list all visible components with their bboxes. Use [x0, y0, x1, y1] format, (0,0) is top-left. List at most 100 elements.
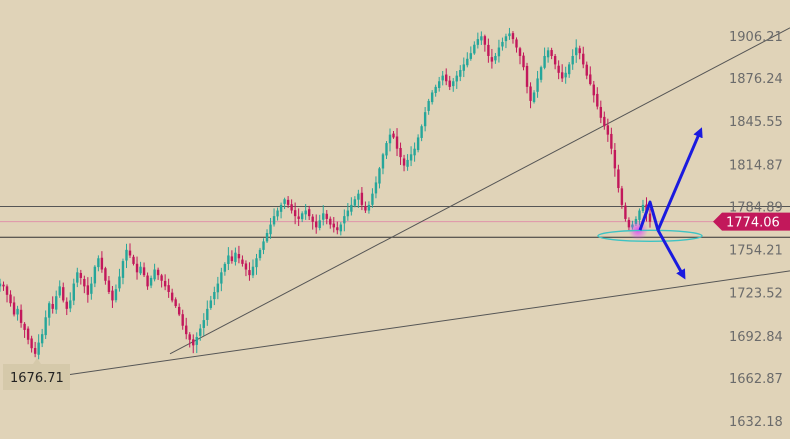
- candle: [437, 76, 441, 92]
- candle: [599, 100, 603, 124]
- candle: [125, 243, 128, 269]
- candle: [511, 31, 515, 44]
- candle: [30, 335, 33, 353]
- candle: [241, 255, 244, 267]
- candle: [430, 90, 434, 105]
- candle: [322, 205, 325, 226]
- candle: [473, 41, 476, 55]
- candle: [72, 278, 75, 306]
- candle: [139, 261, 142, 276]
- candle: [462, 57, 465, 78]
- current-price-label: 1774.06: [726, 216, 780, 231]
- candle: [149, 275, 153, 289]
- candle: [575, 39, 578, 63]
- candle: [58, 280, 61, 298]
- candle: [508, 27, 511, 40]
- candle: [216, 276, 220, 300]
- candle: [209, 295, 213, 310]
- candle: [167, 278, 170, 298]
- candle: [100, 251, 104, 273]
- candle: [434, 84, 437, 97]
- candle: [142, 262, 146, 277]
- candle: [128, 243, 132, 259]
- lower-trendline: [37, 270, 790, 380]
- candle: [237, 245, 241, 264]
- candle: [564, 66, 567, 84]
- candle: [132, 254, 135, 266]
- candle: [641, 199, 645, 213]
- candle: [202, 313, 205, 336]
- candle: [518, 46, 522, 65]
- candle: [445, 68, 448, 86]
- candle: [585, 61, 588, 80]
- candle: [539, 65, 543, 83]
- y-tick-label: 1814.87: [729, 158, 783, 173]
- candle: [170, 288, 174, 303]
- y-tick-label: 1876.24: [729, 72, 783, 87]
- candle: [567, 62, 571, 78]
- candle: [234, 247, 237, 266]
- candle: [181, 309, 184, 330]
- candle: [357, 189, 360, 208]
- candle: [272, 208, 276, 227]
- candle: [550, 47, 553, 60]
- candle: [206, 300, 209, 326]
- candle: [251, 259, 255, 279]
- candle: [469, 46, 473, 61]
- candle: [409, 146, 413, 167]
- candle: [578, 45, 581, 60]
- candle: [532, 90, 536, 104]
- candle: [336, 221, 339, 235]
- candle: [325, 210, 328, 225]
- candle: [504, 33, 508, 49]
- candle: [83, 275, 86, 294]
- candle: [163, 274, 167, 291]
- candle: [16, 305, 19, 321]
- candle: [315, 214, 318, 234]
- candle: [592, 80, 595, 103]
- candle: [494, 52, 497, 64]
- candle: [33, 341, 37, 358]
- candle: [300, 211, 304, 223]
- candle: [371, 188, 374, 208]
- y-tick-label: 1662.87: [729, 372, 783, 387]
- candle: [381, 152, 385, 175]
- candle: [648, 208, 652, 228]
- candle: [9, 290, 12, 307]
- current-price-tag: 1774.06: [713, 212, 790, 231]
- candle: [262, 238, 265, 255]
- candle: [192, 334, 195, 354]
- candle: [374, 176, 378, 199]
- candle: [307, 205, 311, 221]
- candle: [279, 202, 283, 219]
- candle: [135, 256, 139, 280]
- candle: [23, 322, 26, 338]
- candle: [515, 37, 518, 53]
- candle: [69, 292, 72, 313]
- candle: [185, 317, 188, 340]
- candle: [501, 37, 504, 51]
- candle: [416, 134, 420, 153]
- candle: [213, 286, 216, 306]
- y-tick-label: 1906.21: [729, 30, 783, 45]
- candle: [606, 118, 610, 142]
- candle: [111, 286, 114, 308]
- candle: [483, 34, 487, 52]
- candle: [297, 208, 300, 226]
- candle: [536, 70, 539, 98]
- candle: [497, 39, 501, 63]
- candle: [346, 203, 350, 221]
- candle: [441, 70, 444, 86]
- candle: [385, 141, 388, 159]
- candle: [596, 87, 599, 110]
- candle: [589, 66, 592, 86]
- y-tick-label: 1754.21: [729, 244, 783, 259]
- candle: [350, 197, 353, 216]
- candle: [487, 38, 490, 63]
- candle: [265, 229, 269, 243]
- candle: [160, 273, 163, 288]
- candle: [19, 304, 23, 328]
- candle: [55, 290, 58, 314]
- candle: [529, 82, 532, 109]
